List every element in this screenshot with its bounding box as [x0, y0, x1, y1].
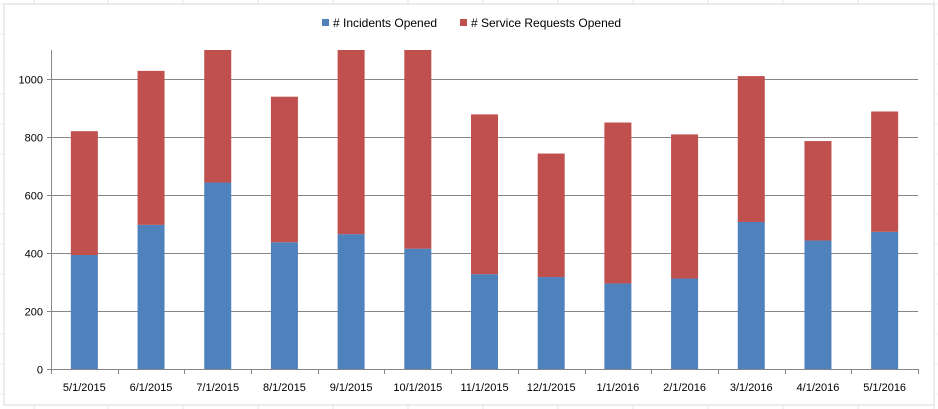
bar-segment [404, 248, 432, 369]
bar-segment [871, 111, 899, 232]
y-tick-label: 600 [25, 191, 43, 203]
legend-swatch [460, 19, 467, 26]
bar-segment [337, 50, 365, 235]
bar-segment [804, 141, 832, 241]
y-tick-label: 200 [25, 307, 43, 319]
bar-segment [404, 50, 432, 249]
y-tick-label: 0 [37, 365, 43, 377]
bar-segment [70, 255, 98, 369]
x-tick-label: 10/1/2015 [393, 382, 442, 394]
bar-segment [471, 114, 498, 275]
y-axis: 0 200 400 600 800 1000 [19, 50, 52, 377]
bar-segment [604, 122, 632, 284]
bar-segment [604, 283, 632, 369]
x-tick-label: 8/1/2015 [263, 382, 306, 394]
bar-segment [537, 277, 565, 369]
y-tick-label: 1000 [19, 75, 43, 87]
y-tick-label: 400 [25, 249, 43, 261]
bar-segment [204, 50, 232, 183]
bar-segment [671, 278, 699, 369]
x-tick-label: 9/1/2015 [330, 382, 373, 394]
bar-segment [737, 221, 765, 369]
x-tick-label: 5/1/2015 [63, 382, 106, 394]
bar-segment [204, 182, 232, 369]
legend-label: # Incidents Opened [333, 16, 437, 30]
x-tick-label: 1/1/2016 [596, 382, 639, 394]
x-tick-label: 11/1/2015 [460, 382, 508, 394]
bar-segment [270, 242, 298, 369]
legend: # Incidents Opened # Service Requests Ope… [322, 16, 621, 30]
bar-segment [471, 274, 498, 369]
bar-segment [871, 231, 899, 369]
bar-segment [804, 240, 832, 369]
x-tick-label: 6/1/2015 [130, 382, 173, 394]
bar-segment [671, 134, 699, 279]
x-tick-label: 2/1/2016 [663, 382, 706, 394]
bar-segment [337, 234, 365, 369]
bars [70, 50, 899, 369]
x-tick-label: 12/1/2015 [527, 382, 576, 394]
y-tick-label: 800 [25, 133, 43, 145]
x-tick-label: 5/1/2016 [863, 382, 906, 394]
legend-swatch [322, 19, 329, 26]
bar-segment [537, 153, 565, 278]
bar-segment [70, 131, 98, 256]
bar-segment [137, 224, 165, 369]
legend-label: # Service Requests Opened [471, 16, 621, 30]
bar-segment [737, 76, 765, 222]
bar-segment [137, 70, 165, 225]
x-tick-label: 3/1/2016 [730, 382, 773, 394]
x-tick-label: 7/1/2015 [196, 382, 239, 394]
x-axis: 5/1/2015 6/1/2015 7/1/2015 8/1/2015 9/1/2015… [51, 369, 919, 394]
x-tick-label: 4/1/2016 [797, 382, 840, 394]
bar-segment [270, 96, 298, 243]
